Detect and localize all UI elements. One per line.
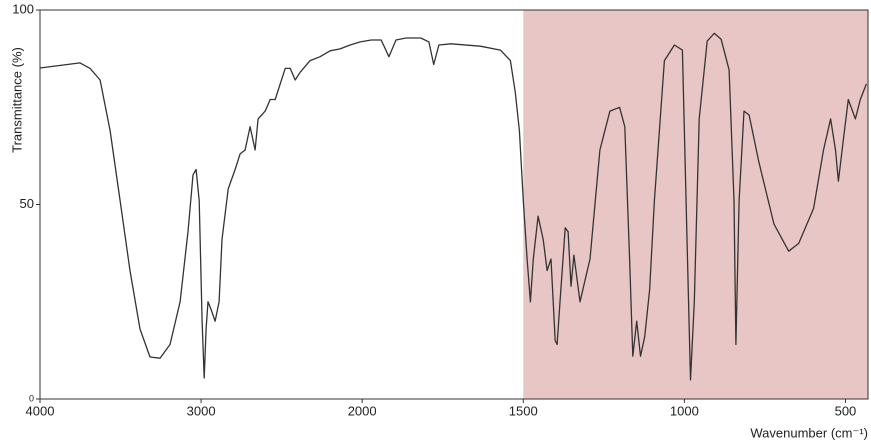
x-tick-label: 3000 [187, 403, 216, 418]
spectrum-line [39, 32, 868, 381]
x-tick-label: 4000 [26, 403, 55, 418]
x-tick-label: 2000 [348, 403, 377, 418]
x-axis-label: Wavenumber (cm⁻¹) [750, 425, 868, 440]
x-tick-label: 1000 [670, 403, 699, 418]
x-tick-label: 500 [835, 403, 857, 418]
y-tick-label: 0 [29, 393, 34, 403]
y-tick-label: 50 [20, 196, 34, 211]
y-axis-label: Transmittance (%) [9, 47, 24, 153]
x-tick-label: 1500 [509, 403, 538, 418]
shaded-region [523, 10, 868, 399]
y-tick-label: 100 [12, 1, 34, 16]
